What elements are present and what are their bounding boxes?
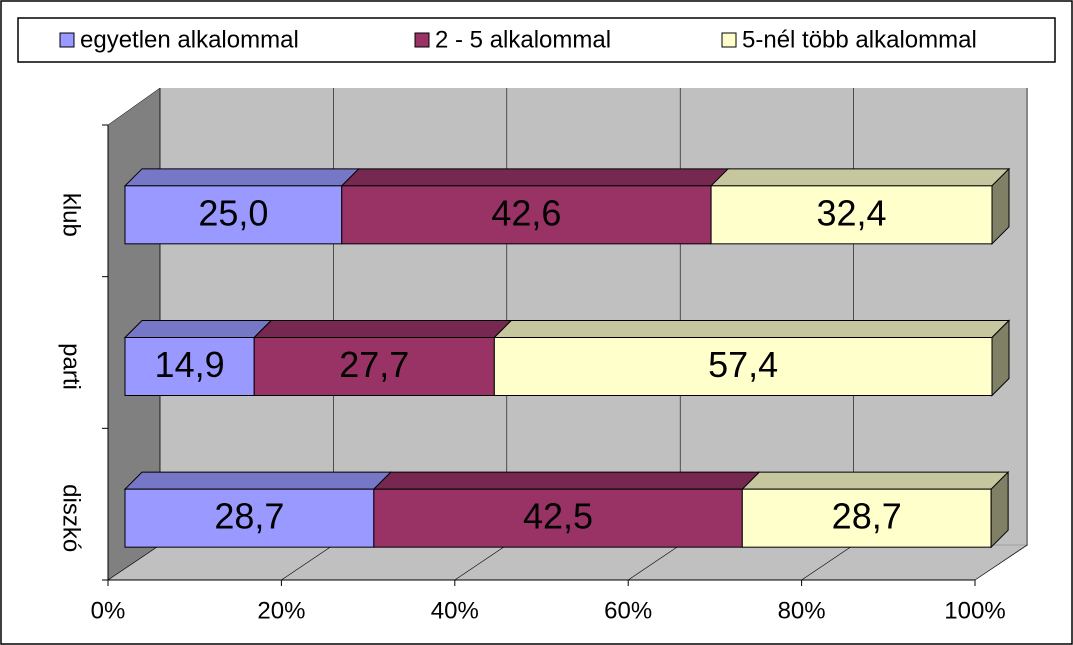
legend-label: egyetlen alkalommal (80, 26, 299, 53)
bar-side (990, 470, 1009, 549)
floor-grid-line (454, 544, 507, 581)
floor (107, 544, 1029, 581)
data-label: 25,0 (198, 192, 268, 233)
legend-box (17, 17, 1056, 63)
x-tick-label: 60% (604, 597, 652, 624)
x-tick-label: 40% (431, 597, 479, 624)
x-tick-label: 100% (944, 597, 1005, 624)
data-label: 27,7 (339, 344, 409, 385)
bar-side (991, 167, 1010, 246)
floor-grid-line (281, 544, 334, 581)
data-label: 28,7 (832, 496, 902, 537)
legend-swatch (414, 32, 430, 48)
bar-top (123, 320, 273, 338)
bar (373, 488, 743, 548)
x-tick-label: 0% (91, 597, 126, 624)
bar (493, 337, 993, 396)
bar (741, 488, 992, 548)
bar-top (709, 168, 1011, 187)
floor-grid-line (801, 544, 854, 581)
floor-grid-line (974, 544, 1028, 581)
data-label: 57,4 (708, 344, 778, 385)
data-label: 32,4 (817, 192, 887, 233)
bar-top (252, 320, 513, 338)
data-label: 42,5 (523, 496, 593, 537)
bar-top (340, 168, 730, 187)
x-tick-label: 20% (257, 597, 305, 624)
bar-top (741, 471, 1010, 490)
data-label: 42,6 (491, 192, 561, 233)
bar (124, 488, 375, 548)
bar-top (493, 320, 1011, 338)
data-label: 14,9 (155, 344, 225, 385)
bar-top (123, 471, 393, 490)
data-label: 28,7 (214, 496, 284, 537)
bar (253, 337, 495, 396)
bar-top (123, 168, 360, 187)
x-tick-label: 80% (778, 597, 826, 624)
y-tick-label: klub (58, 193, 85, 237)
legend-swatch (721, 32, 737, 48)
bar-top (372, 471, 761, 490)
bar-side (991, 319, 1010, 397)
floor-grid-line (107, 544, 161, 581)
legend-swatch (59, 32, 75, 48)
legend-label: 2 - 5 alkalommal (435, 26, 611, 53)
floor-grid-line (628, 544, 681, 581)
y-tick-label: parti (58, 343, 85, 390)
bar (710, 185, 993, 245)
bar (124, 185, 343, 245)
legend-label: 5-nél több alkalommal (742, 26, 977, 53)
y-tick-label: diszkó (58, 484, 85, 552)
